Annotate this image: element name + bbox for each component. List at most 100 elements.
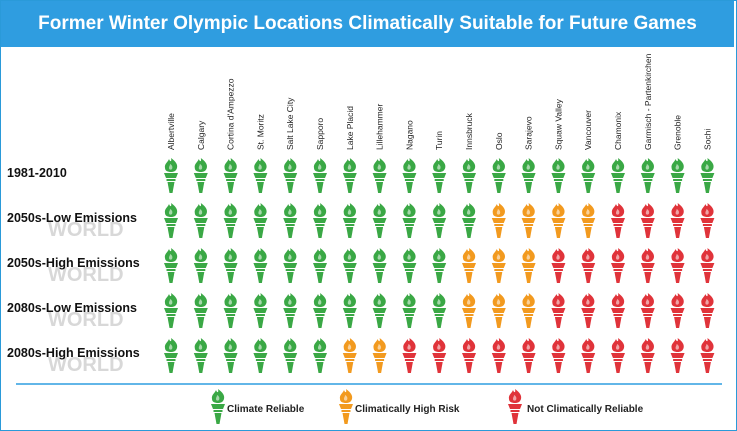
torch-high-risk [521,248,536,283]
torch-reliable [283,293,298,328]
torch-grid [164,158,715,373]
row-label: 2050s-Low Emissions [7,211,137,225]
watermark: WORLD [48,264,124,286]
legend-label: Climate Reliable [227,404,305,415]
location-label: Cortina d'Ampezzo [226,78,236,150]
chart-title: Former Winter Olympic Locations Climatic… [38,13,697,34]
legend-torch-high-risk [339,389,353,424]
legend: Climate Reliable Climatically High Risk No… [211,389,644,424]
torch-reliable [253,293,268,328]
torch-high-risk [551,203,566,238]
torch-reliable [164,248,178,283]
torch-reliable [283,338,298,373]
torch-reliable [283,203,298,238]
torch-reliable [372,158,387,193]
location-label: Turin [434,131,444,150]
torch-not-reliable [640,248,655,283]
torch-reliable [313,203,327,238]
torch-reliable [223,203,238,238]
torch-reliable [432,203,447,238]
torch-not-reliable [700,338,715,373]
torch-reliable [670,158,685,193]
torch-high-risk [521,293,536,328]
torch-reliable [283,248,298,283]
watermarks: WORLD WORLD WORLD WORLD [48,219,124,376]
torch-high-risk [491,248,506,283]
torch-not-reliable [670,293,685,328]
torch-reliable [164,293,178,328]
torch-reliable [223,158,238,193]
torch-not-reliable [551,293,566,328]
location-label: Sarajevo [524,116,534,150]
torch-not-reliable [521,338,536,373]
torch-reliable [253,338,268,373]
torch-high-risk [462,248,476,283]
torch-not-reliable [581,248,596,283]
torch-not-reliable [640,338,655,373]
location-label: Innsbruck [464,112,474,150]
torch-reliable [193,338,208,373]
torch-reliable [432,158,447,193]
torch-reliable [193,293,208,328]
torch-reliable [432,293,447,328]
torch-reliable [462,158,476,193]
torch-reliable [342,248,357,283]
torch-high-risk [491,293,506,328]
location-label: Squaw Valley [553,98,563,150]
row-labels: 1981-2010 2050s-Low Emissions 2050s-High E… [7,166,140,360]
torch-not-reliable [640,293,655,328]
watermark: WORLD [48,219,124,241]
row-label: 1981-2010 [7,166,67,180]
location-label: Lillehammer [375,104,385,150]
watermark: WORLD [48,354,124,376]
location-label: Calgary [196,120,206,150]
legend-torch-not-reliable [508,389,522,424]
torch-not-reliable [611,293,625,328]
torch-reliable [372,293,387,328]
torch-reliable [193,203,208,238]
torch-reliable [164,338,178,373]
torch-reliable [402,158,417,193]
location-label: Grenoble [673,115,683,150]
location-label: Garmisch - Partenkirchen [643,53,653,150]
torch-high-risk [521,203,536,238]
torch-not-reliable [462,338,476,373]
location-label: Nagano [404,120,414,150]
torch-reliable [313,158,327,193]
location-label: Vancouver [583,110,593,150]
torch-reliable [700,158,715,193]
torch-reliable [462,203,476,238]
torch-reliable [342,203,357,238]
torch-high-risk [372,338,387,373]
location-labels: Albertville Calgary Cortina d'Ampezzo St. M… [166,53,712,150]
row-label: 2080s-Low Emissions [7,301,137,315]
torch-not-reliable [700,248,715,283]
torch-reliable [164,158,178,193]
torch-not-reliable [670,338,685,373]
title-bar: Former Winter Olympic Locations Climatic… [1,1,734,47]
torch-reliable [223,338,238,373]
location-label: Sochi [702,129,712,150]
torch-reliable [193,248,208,283]
location-label: Albertville [166,113,176,150]
torch-reliable [402,203,417,238]
row-label: 2080s-High Emissions [7,346,140,360]
torch-high-risk [342,338,357,373]
torch-high-risk [581,203,596,238]
location-label: Lake Placid [345,106,355,150]
torch-reliable [253,248,268,283]
torch-reliable [611,158,625,193]
torch-reliable [313,248,327,283]
torch-reliable [342,158,357,193]
torch-not-reliable [670,203,685,238]
torch-reliable [223,248,238,283]
torch-not-reliable [700,203,715,238]
torch-not-reliable [551,338,566,373]
location-label: Sapporo [315,118,325,150]
legend-torch-reliable [211,389,225,424]
torch-high-risk [491,203,506,238]
torch-reliable [223,293,238,328]
torch-not-reliable [491,338,506,373]
torch-not-reliable [611,338,625,373]
